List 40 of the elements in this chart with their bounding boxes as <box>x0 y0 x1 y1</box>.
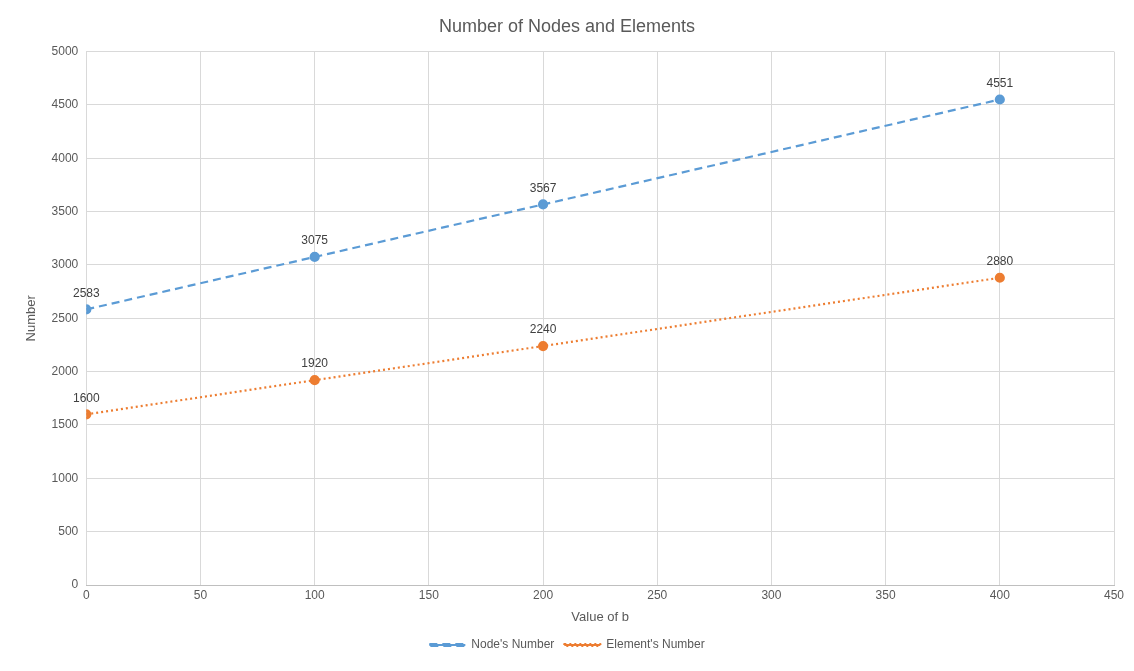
legend-label: Node's Number <box>471 637 555 652</box>
point <box>309 375 320 386</box>
point <box>537 340 549 352</box>
y-tick-label: 3000 <box>51 257 79 272</box>
x-axis-title: Value of b <box>571 608 629 624</box>
point <box>537 199 549 210</box>
data-label: 3075 <box>301 233 329 248</box>
x-tick-label: 400 <box>989 587 1011 602</box>
legend-label: Element's Number <box>606 637 705 652</box>
chart-title: Number of Nodes and Elements <box>438 15 696 36</box>
y-tick-label: 2000 <box>51 363 79 378</box>
y-tick-label: 5000 <box>51 43 79 58</box>
x-tick-label: 0 <box>82 587 90 602</box>
data-label: 2240 <box>529 322 557 337</box>
x-tick-label: 150 <box>418 587 440 602</box>
y-tick-label: 1500 <box>51 417 79 432</box>
y-tick-label: 2500 <box>51 310 79 325</box>
data-label: 3567 <box>529 180 557 195</box>
point <box>994 94 1005 105</box>
x-tick-label: 100 <box>304 587 326 602</box>
x-tick-label: 250 <box>647 587 668 602</box>
y-tick-label: 4500 <box>51 97 79 112</box>
y-axis-title: Number <box>23 294 39 342</box>
data-label: 1600 <box>72 390 100 405</box>
x-tick-label: 450 <box>1103 587 1125 602</box>
y-tick-label: 1000 <box>51 470 79 485</box>
point <box>994 272 1005 283</box>
y-tick-label: 500 <box>58 523 79 538</box>
data-label: 1920 <box>301 356 329 371</box>
x-tick-label: 200 <box>533 587 554 602</box>
point <box>309 251 320 263</box>
data-label: 2880 <box>986 254 1014 269</box>
y-tick-label: 3500 <box>51 203 79 218</box>
data-label: 2583 <box>72 285 100 300</box>
x-tick-label: 350 <box>875 587 896 602</box>
x-tick-label: 50 <box>193 587 208 602</box>
x-tick-label: 300 <box>761 587 782 602</box>
y-tick-label: 0 <box>71 577 79 592</box>
data-label: 4551 <box>986 75 1014 90</box>
y-tick-label: 4000 <box>51 150 79 165</box>
